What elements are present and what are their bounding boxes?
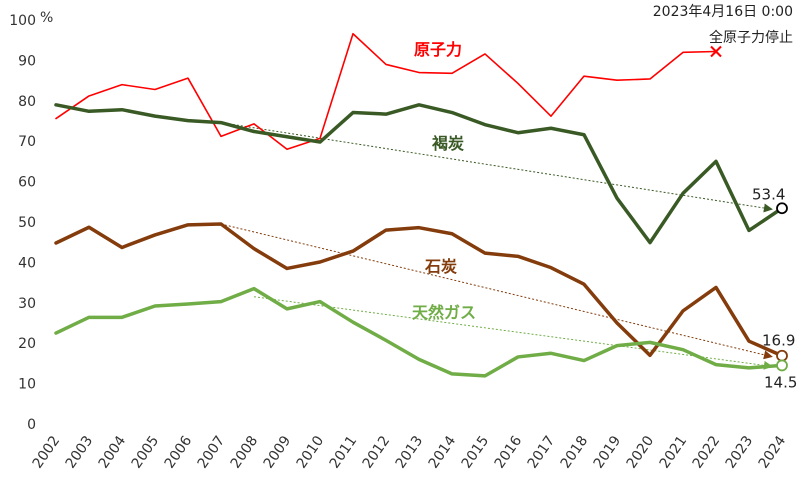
x-tick-label: 2003 [63, 433, 97, 471]
series-label-nuclear: 原子力 [414, 40, 462, 59]
end-value-label: 53.4 [752, 185, 785, 203]
series-line [54, 103, 784, 245]
x-tick-label: 2009 [261, 433, 295, 471]
x-tick-label: 2011 [327, 433, 361, 471]
y-tick-label: 70 [18, 134, 36, 150]
end-point-marker [776, 349, 788, 362]
x-tick-label: 2023 [723, 433, 757, 471]
x-tick-label: 2020 [624, 433, 658, 471]
x-axis: 2002 2003 2004 2005 2006 2007 2008 2009 2010 2011… [30, 433, 790, 471]
x-tick-label: 2005 [129, 433, 163, 471]
y-tick-label: 60 [18, 175, 36, 191]
y-tick-label: 10 [18, 377, 36, 393]
x-tick-label: 2017 [525, 433, 559, 471]
x-tick-label: 2002 [30, 433, 64, 471]
trendlines [220, 122, 773, 370]
annotation-date: 2023年4月16日 0:00 [653, 4, 793, 20]
x-tick-label: 2016 [492, 433, 526, 471]
series-label-gas: 天然ガス [412, 303, 476, 322]
x-tick-label: 2007 [195, 433, 229, 471]
x-tick-label: 2022 [690, 433, 724, 471]
x-tick-label: 2019 [591, 433, 625, 471]
y-axis-unit: % [40, 10, 53, 26]
annotation: 2023年4月16日 0:00 全原子力停止 [653, 4, 793, 46]
end-point-marker [776, 359, 788, 372]
series-line [55, 32, 717, 151]
y-tick-label: 30 [18, 296, 36, 312]
end-value-label: 14.5 [764, 373, 797, 391]
series-label-lignite: 褐炭 [431, 134, 464, 153]
trendline [220, 122, 773, 213]
trendline [253, 296, 773, 370]
x-tick-label: 2014 [426, 433, 460, 471]
series-lines [54, 32, 784, 378]
y-tick-label: 20 [18, 336, 36, 352]
x-tick-label: 2008 [228, 433, 262, 471]
x-tick-label: 2010 [294, 433, 328, 471]
x-tick-label: 2018 [558, 433, 592, 471]
x-tick-label: 2004 [96, 433, 130, 471]
y-tick-label: 100 [9, 13, 36, 29]
trendline [220, 223, 773, 360]
y-tick-label: 90 [18, 53, 36, 69]
y-tick-label: 50 [18, 215, 36, 231]
y-axis: 0 10 20 30 40 50 60 70 80 90 100 [9, 13, 36, 433]
end-point-marker [776, 202, 788, 215]
series-label-coal: 石炭 [424, 257, 457, 276]
x-tick-label: 2006 [162, 433, 196, 471]
x-tick-label: 2015 [459, 433, 493, 471]
series-line [54, 222, 784, 358]
y-tick-label: 0 [27, 417, 36, 433]
x-tick-label: 2012 [360, 433, 394, 471]
end-value-label: 16.9 [762, 332, 795, 350]
end-labels: 53.4 16.9 14.5 [752, 185, 797, 391]
annotation-text: 全原子力停止 [709, 29, 793, 46]
series-labels: 原子力 褐炭 石炭 天然ガス [412, 40, 476, 322]
y-tick-label: 40 [18, 255, 36, 271]
shutdown-marker [710, 45, 722, 58]
x-tick-label: 2021 [657, 433, 691, 471]
y-tick-label: 80 [18, 94, 36, 110]
x-tick-label: 2024 [756, 433, 790, 471]
x-tick-label: 2013 [393, 433, 427, 471]
series-line [54, 286, 784, 378]
